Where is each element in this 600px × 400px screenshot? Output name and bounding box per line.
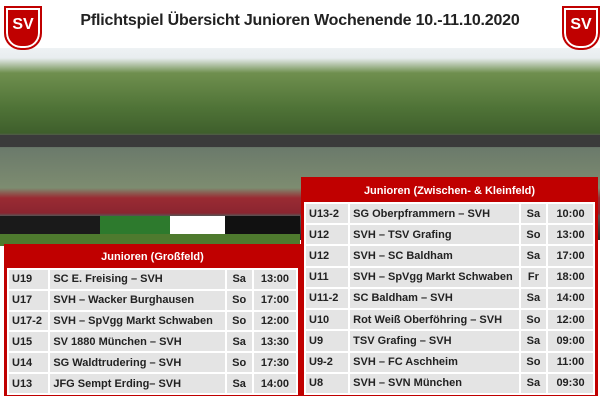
team: U11-2 [306, 288, 349, 309]
table-row: U17-2 SVH – SpVgg Markt Schwaben So 12:00 [9, 311, 296, 331]
match: SC Baldham – SVH [350, 288, 519, 309]
page-title: Pflichtspiel Übersicht Junioren Wochenen… [80, 12, 520, 29]
table: U19 SC E. Freising – SVH Sa 13:00 U17 SVH – W… [7, 268, 298, 395]
match: SVH – SpVgg Markt Schwaben [350, 267, 519, 287]
table-row: U17 SVH – Wacker Burghausen So 17:00 [9, 290, 296, 310]
table-row: U9-2 SVH – FC Aschheim So 11:00 [306, 352, 593, 372]
match: Rot Weiß Oberföhring – SVH [350, 310, 519, 330]
day: Sa [520, 331, 547, 351]
ad-boards [0, 216, 300, 234]
day: So [520, 352, 547, 372]
match: SVH – FC Aschheim [350, 352, 519, 372]
day: So [226, 311, 252, 331]
table-row: U14 SG Waldtrudering – SVH So 17:30 [9, 353, 296, 373]
time: 13:30 [253, 332, 296, 352]
fixture-table: Junioren (Zwischen- & Kleinfeld) U13-2 SG … [301, 177, 598, 396]
day: So [226, 290, 252, 310]
table: U13-2 SG Oberpframmern – SVH Sa 10:00 U12 SVH… [304, 202, 595, 395]
match: SG Waldtrudering – SVH [50, 353, 225, 373]
team: U13 [9, 374, 49, 393]
match: JFG Sempt Erding– SVH [50, 374, 225, 393]
table-row: U13-2 SG Oberpframmern – SVH Sa 10:00 [306, 204, 593, 224]
table-title: Junioren (Zwischen- & Kleinfeld) [304, 180, 595, 202]
time: 11:00 [548, 352, 593, 372]
match: SVH – Wacker Burghausen [50, 290, 225, 310]
club-logo: SV [562, 6, 600, 50]
time: 14:00 [548, 288, 593, 309]
time: 13:00 [548, 225, 593, 245]
team: U17 [9, 290, 49, 310]
team: U12 [306, 246, 349, 266]
day: So [520, 310, 547, 330]
day: So [520, 225, 547, 245]
time: 10:00 [548, 204, 593, 224]
team: U12 [306, 225, 349, 245]
table-title: Junioren (Großfeld) [7, 247, 298, 268]
team: U8 [306, 373, 349, 393]
time: 17:00 [548, 246, 593, 266]
team: U15 [9, 332, 49, 352]
match: SVH – TSV Grafing [350, 225, 519, 245]
team: U14 [9, 353, 49, 373]
table-row: U19 SC E. Freising – SVH Sa 13:00 [9, 270, 296, 289]
time: 17:00 [253, 290, 296, 310]
match: SV 1880 München – SVH [50, 332, 225, 352]
day: Sa [520, 288, 547, 309]
pitch [0, 234, 300, 246]
table-row: U8 SVH – SVN München Sa 09:30 [306, 373, 593, 393]
day: Sa [226, 270, 252, 289]
match: SC E. Freising – SVH [50, 270, 225, 289]
table-row: U10 Rot Weiß Oberföhring – SVH So 12:00 [306, 310, 593, 330]
stand-roof [0, 135, 600, 147]
time: 17:30 [253, 353, 296, 373]
day: So [226, 353, 252, 373]
team: U11 [306, 267, 349, 287]
team: U9-2 [306, 352, 349, 372]
table-row: U11 SVH – SpVgg Markt Schwaben Fr 18:00 [306, 267, 593, 287]
table-row: U13 JFG Sempt Erding– SVH Sa 14:00 [9, 374, 296, 393]
time: 14:00 [253, 374, 296, 393]
day: Sa [520, 373, 547, 393]
match: SVH – SpVgg Markt Schwaben [50, 311, 225, 331]
time: 13:00 [253, 270, 296, 289]
fixture-table: Junioren (Großfeld) U19 SC E. Freising – S… [4, 244, 301, 396]
time: 09:00 [548, 331, 593, 351]
table-row: U15 SV 1880 München – SVH Sa 13:30 [9, 332, 296, 352]
table-row: U12 SVH – TSV Grafing So 13:00 [306, 225, 593, 245]
team: U17-2 [9, 311, 49, 331]
match: TSV Grafing – SVH [350, 331, 519, 351]
day: Sa [520, 246, 547, 266]
table-row: U12 SVH – SC Baldham Sa 17:00 [306, 246, 593, 266]
table-row: U11-2 SC Baldham – SVH Sa 14:00 [306, 288, 593, 309]
match: SVH – SC Baldham [350, 246, 519, 266]
time: 12:00 [253, 311, 296, 331]
day: Sa [520, 204, 547, 224]
match: SVH – SVN München [350, 373, 519, 393]
club-logo: SV [4, 6, 42, 50]
time: 12:00 [548, 310, 593, 330]
day: Sa [226, 332, 252, 352]
team: U13-2 [306, 204, 349, 224]
table-row: U9 TSV Grafing – SVH Sa 09:00 [306, 331, 593, 351]
match: SG Oberpframmern – SVH [350, 204, 519, 224]
time: 18:00 [548, 267, 593, 287]
team: U10 [306, 310, 349, 330]
team: U9 [306, 331, 349, 351]
day: Sa [226, 374, 252, 393]
day: Fr [520, 267, 547, 287]
time: 09:30 [548, 373, 593, 393]
team: U19 [9, 270, 49, 289]
